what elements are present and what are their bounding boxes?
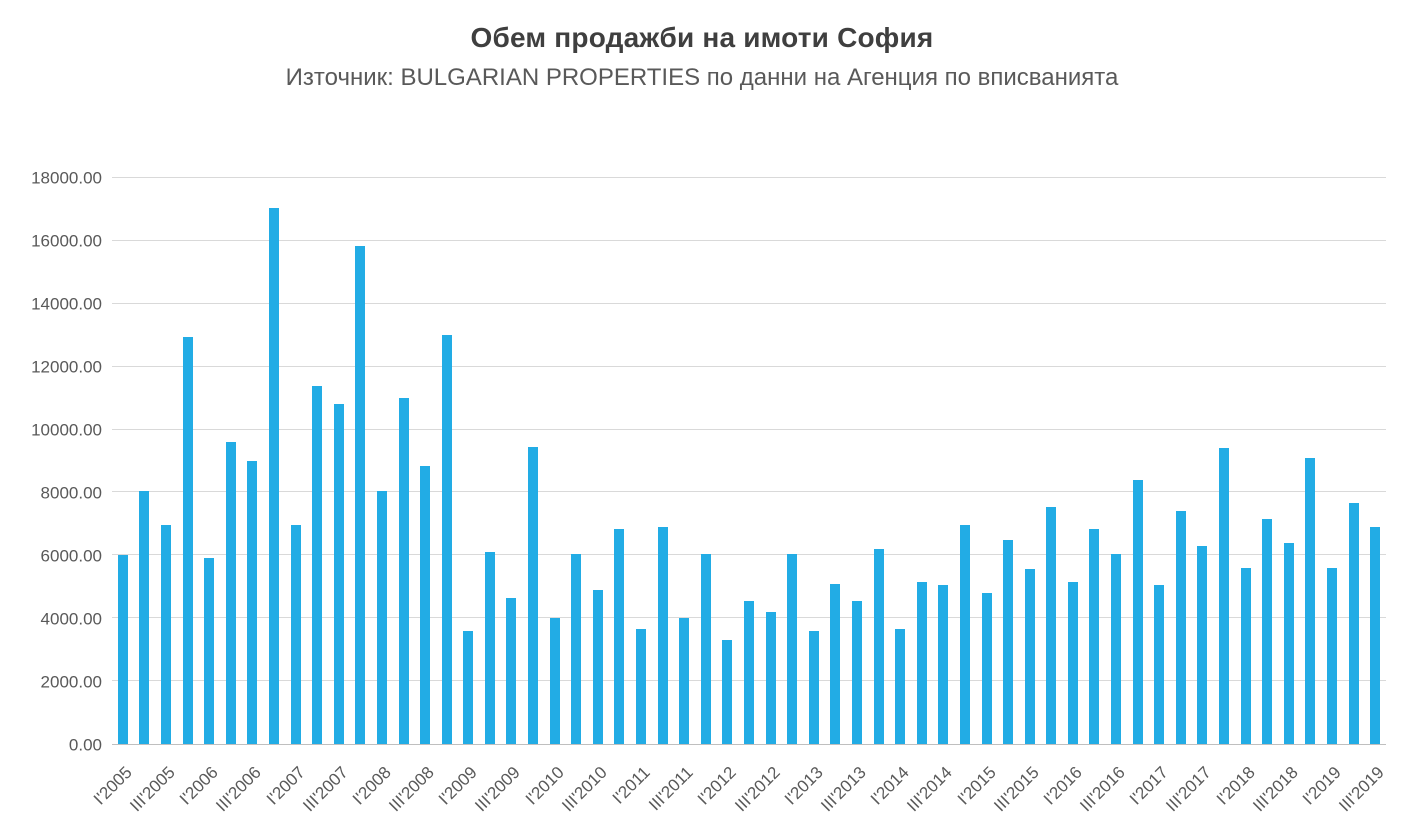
bar (139, 490, 150, 744)
y-axis-tick-label: 4000.00 (40, 609, 102, 629)
chart-subtitle: Източник: BULGARIAN PROPERTIES по данни … (285, 64, 1119, 91)
bar (1111, 553, 1122, 744)
bar (549, 618, 560, 744)
bar (700, 553, 711, 744)
gridline (112, 554, 1386, 556)
bar (1154, 585, 1165, 744)
bar (895, 629, 906, 744)
bar (506, 597, 517, 744)
bar (614, 528, 625, 744)
bar (441, 335, 452, 744)
gridline (112, 365, 1386, 367)
bar-series (112, 178, 1386, 744)
bar (1197, 545, 1208, 744)
bar (916, 582, 927, 744)
bar (808, 630, 819, 744)
y-axis-tick-label: 0.00 (68, 735, 102, 755)
bar (636, 629, 647, 744)
gridline (112, 491, 1386, 493)
bar (1327, 567, 1338, 744)
bar (959, 525, 970, 744)
bar (225, 442, 236, 744)
bar (420, 465, 431, 744)
bar (571, 553, 582, 744)
bar (290, 525, 301, 744)
bar (247, 461, 258, 744)
bar (765, 611, 776, 744)
bar (204, 558, 215, 744)
bar (355, 245, 366, 744)
gridline (112, 302, 1386, 304)
bar (528, 446, 539, 744)
y-axis-labels: 0.00 2000.00 4000.00 6000.00 8000.00 10000.00… (0, 170, 102, 754)
x-axis-labels: I'2005 III'2005 I'2006 III'2006 I'2007 III'20… (90, 747, 1388, 837)
bar (182, 336, 193, 744)
y-axis-tick-label: 12000.00 (31, 357, 102, 377)
gridline (112, 239, 1386, 241)
bar (744, 600, 754, 744)
y-axis-tick-label: 18000.00 (31, 168, 102, 188)
bar (851, 600, 862, 744)
bar (873, 549, 884, 744)
chart-title: Обем продажби на имоти София (470, 22, 934, 53)
bar (484, 552, 495, 744)
bar (1089, 528, 1100, 744)
bar (1283, 542, 1294, 744)
bar (160, 525, 171, 744)
gridline (112, 428, 1386, 430)
bar (938, 585, 949, 744)
bar (1132, 479, 1143, 744)
bar (1348, 503, 1359, 744)
y-axis-tick-label: 6000.00 (40, 546, 102, 566)
bar (333, 404, 344, 744)
bar (268, 207, 279, 744)
bar (830, 583, 841, 744)
bar (1024, 569, 1035, 744)
y-axis-tick-label: 2000.00 (40, 672, 102, 692)
bar (117, 555, 128, 744)
bar (312, 385, 323, 744)
bar (787, 553, 798, 744)
bar (1262, 519, 1273, 744)
bar (1003, 539, 1014, 744)
y-axis-tick-label: 16000.00 (31, 231, 102, 251)
bar (722, 640, 733, 744)
bar (398, 398, 409, 744)
plot-area (112, 177, 1386, 745)
bar (1067, 582, 1078, 744)
bar (1370, 527, 1381, 744)
bar (1219, 448, 1230, 744)
y-axis-tick-label: 14000.00 (31, 294, 102, 314)
y-axis-tick-label: 10000.00 (31, 420, 102, 440)
bar (1046, 506, 1057, 744)
bar (1305, 457, 1316, 744)
bar (657, 527, 668, 744)
bar (981, 593, 992, 744)
bar (376, 490, 387, 744)
y-axis-tick-label: 8000.00 (40, 483, 102, 503)
bar (679, 618, 690, 744)
bar (592, 589, 603, 744)
bar (463, 630, 474, 744)
gridline (112, 177, 1386, 178)
bar (1240, 567, 1251, 744)
bar (1175, 511, 1186, 744)
